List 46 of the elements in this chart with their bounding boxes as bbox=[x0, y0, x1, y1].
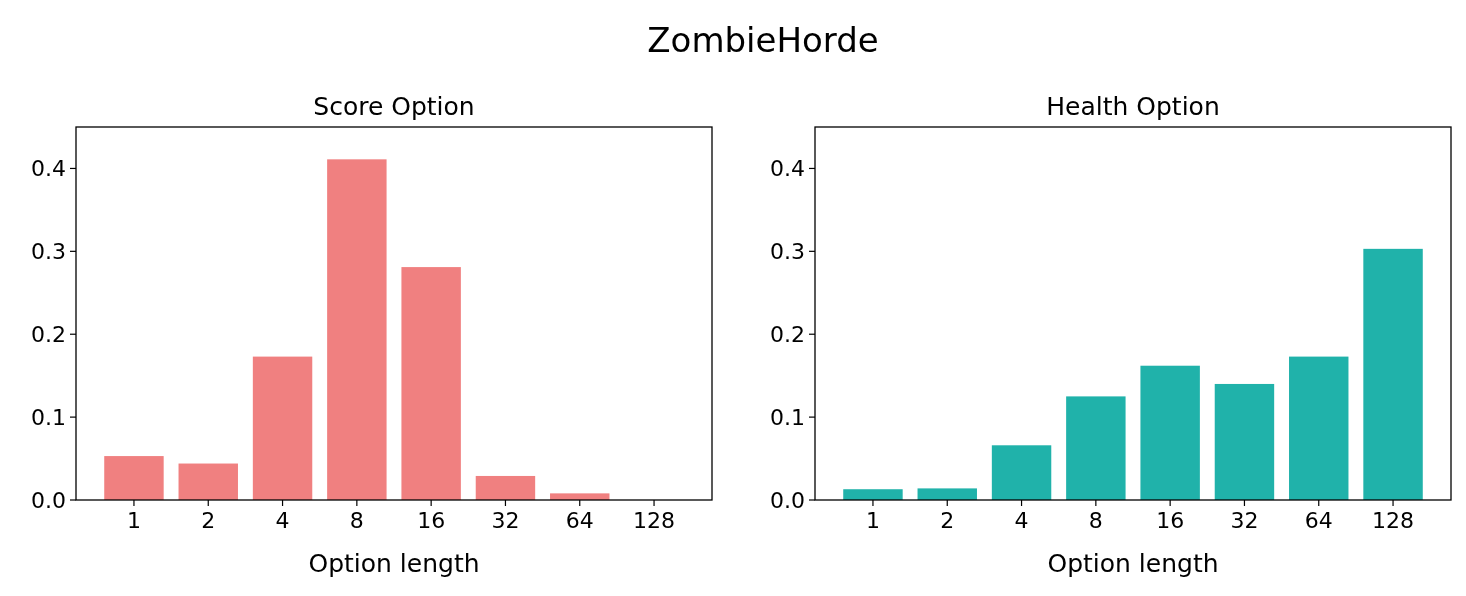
bar bbox=[917, 488, 977, 500]
x-tick-label: 128 bbox=[1372, 508, 1415, 533]
y-tick-label: 0.2 bbox=[31, 321, 66, 347]
x-tick-label: 8 bbox=[1088, 508, 1103, 533]
bar bbox=[104, 456, 164, 500]
bar bbox=[178, 463, 238, 500]
y-tick-label: 0.3 bbox=[770, 239, 805, 265]
x-tick-label: 32 bbox=[1230, 508, 1259, 533]
x-tick-label: 1 bbox=[126, 508, 141, 533]
x-tick-label: 4 bbox=[275, 508, 290, 533]
y-tick-label: 0.0 bbox=[770, 487, 805, 513]
x-tick-label: 8 bbox=[349, 508, 364, 533]
y-tick-label: 0.3 bbox=[31, 239, 66, 265]
y-tick-label: 0.4 bbox=[31, 156, 66, 182]
x-tick-label: 16 bbox=[1156, 508, 1185, 533]
bar bbox=[550, 493, 610, 500]
x-tick-label: 16 bbox=[417, 508, 446, 533]
bar bbox=[1363, 248, 1423, 500]
x-tick-label: 2 bbox=[940, 508, 955, 533]
x-tick-label: 1 bbox=[865, 508, 880, 533]
x-tick-label: 128 bbox=[633, 508, 676, 533]
bar bbox=[1140, 365, 1200, 500]
y-tick-label: 0.0 bbox=[31, 487, 66, 513]
x-axis-title: Option length bbox=[1047, 549, 1219, 578]
x-tick-label: 4 bbox=[1014, 508, 1029, 533]
y-tick-label: 0.2 bbox=[770, 321, 805, 347]
bar bbox=[1214, 383, 1275, 500]
text: ZombieHorde bbox=[647, 20, 879, 60]
bar bbox=[401, 267, 461, 500]
y-tick-label: 0.4 bbox=[770, 156, 805, 182]
bar bbox=[252, 356, 313, 500]
x-tick-label: 32 bbox=[491, 508, 520, 533]
x-axis-title: Option length bbox=[308, 549, 480, 578]
bar bbox=[475, 475, 536, 500]
y-tick-label: 0.1 bbox=[770, 404, 805, 430]
x-tick-label: 64 bbox=[565, 508, 594, 533]
chart-title: Health Option bbox=[1046, 92, 1220, 121]
chart-title: Score Option bbox=[313, 92, 475, 121]
x-tick-label: 2 bbox=[201, 508, 216, 533]
bar bbox=[1289, 356, 1349, 500]
bar bbox=[327, 159, 387, 500]
y-tick-label: 0.1 bbox=[31, 404, 66, 430]
bar bbox=[1066, 396, 1126, 500]
x-tick-label: 64 bbox=[1304, 508, 1333, 533]
bar bbox=[991, 445, 1052, 500]
bar bbox=[843, 489, 903, 500]
